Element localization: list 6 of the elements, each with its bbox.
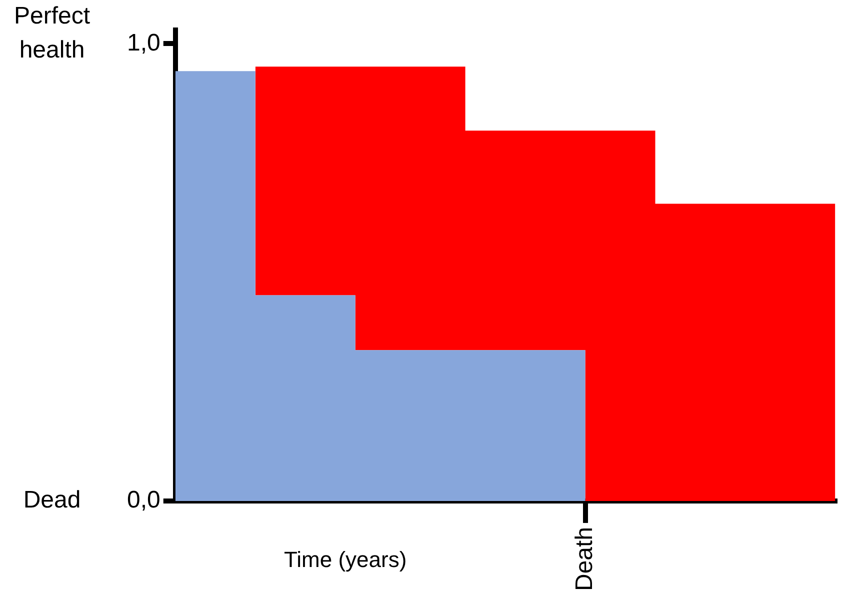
text: Perfect health <box>14 2 90 64</box>
y-tick-label: 0,0 <box>126 486 160 514</box>
y-tick-label: 1,0 <box>126 29 160 56</box>
x-tick-label: Death <box>570 526 598 592</box>
text: Dead <box>23 486 81 514</box>
x-axis-title: Time (years) <box>284 547 407 572</box>
